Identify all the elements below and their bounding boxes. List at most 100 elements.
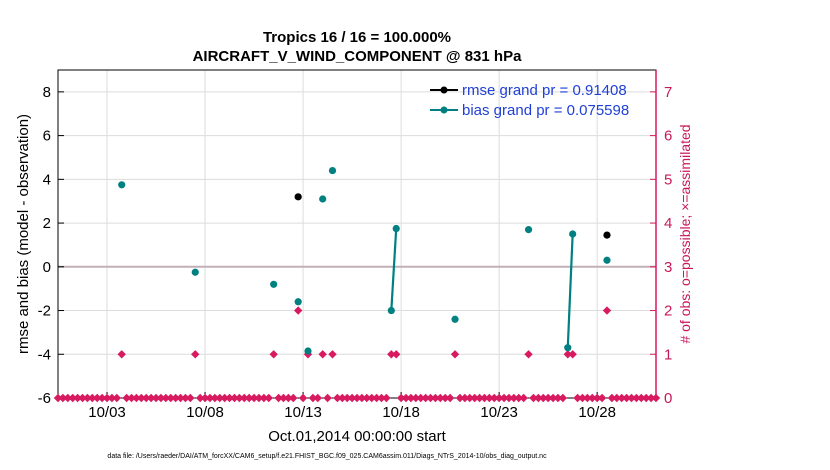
obs-count-marker [117, 350, 126, 359]
obs-count-marker [156, 393, 166, 403]
y-tick-label: -6 [38, 390, 51, 407]
y2-tick-label: 6 [664, 128, 672, 145]
x-tick-label: 10/18 [382, 404, 420, 421]
obs-count-marker [573, 393, 582, 403]
obs-count-marker [406, 393, 416, 403]
obs-count-marker [347, 393, 357, 403]
obs-count-marker [338, 393, 347, 403]
y-tick-label: -2 [38, 303, 51, 320]
obs-count-marker [396, 393, 406, 403]
y-tick-label: 6 [43, 128, 51, 145]
x-tick-label: 10/28 [578, 404, 616, 421]
bias-point [191, 268, 199, 276]
obs-count-marker [377, 393, 386, 403]
obs-count-marker [450, 350, 460, 359]
obs-count-marker [578, 393, 587, 403]
x-tick-label: 10/23 [480, 404, 518, 421]
obs-count-marker [132, 393, 141, 403]
legend: rmse grand pr = 0.91408 bias grand pr = … [430, 82, 629, 119]
obs-count-marker [455, 393, 465, 403]
obs-count-marker [627, 393, 636, 403]
bias-point [328, 166, 337, 175]
y2-tick-label: 0 [664, 390, 672, 407]
obs-count-marker [392, 350, 401, 359]
obs-count-marker [78, 393, 87, 403]
obs-count-marker [225, 393, 234, 403]
obs-count-markers [53, 306, 661, 403]
bias-point [451, 315, 459, 323]
legend-bias-label: bias grand pr = 0.075598 [462, 102, 629, 119]
obs-count-marker [244, 393, 254, 403]
obs-count-marker [509, 393, 519, 403]
bias-line-segment [390, 228, 398, 311]
obs-count-marker [254, 393, 264, 403]
obs-count-marker [176, 393, 185, 403]
obs-count-marker [514, 393, 523, 403]
obs-count-marker [632, 393, 641, 403]
footer-data-file: data file: /Users/raeder/DAI/ATM_forcXX/… [107, 453, 547, 460]
obs-count-marker [107, 393, 117, 403]
obs-count-marker [382, 393, 391, 403]
obs-count-marker [553, 393, 563, 403]
y2-axis-label: # of obs: o=possible; ×=assimilated [677, 124, 693, 343]
y-tick-label: 8 [43, 84, 51, 101]
obs-count-marker [622, 393, 631, 403]
axis-ticks: 10/03 10/08 10/13 10/18 10/23 10/28 8 6 4 2 0 -2 -4 -… [38, 70, 672, 421]
obs-count-marker [342, 393, 352, 403]
obs-count-marker [431, 393, 440, 403]
obs-count-marker [411, 393, 421, 403]
obs-count-marker [200, 393, 210, 403]
x-axis-label: Oct.01,2014 00:00:00 start [268, 428, 446, 445]
obs-count-marker [298, 393, 308, 403]
obs-count-marker [499, 393, 509, 403]
obs-count-marker [441, 393, 450, 403]
obs-count-marker [646, 393, 656, 403]
obs-count-marker [137, 393, 146, 403]
bias-point [569, 230, 577, 238]
obs-count-marker [470, 393, 479, 403]
obs-count-marker [372, 393, 381, 403]
x-tick-label: 10/13 [284, 404, 322, 421]
obs-count-marker [235, 393, 244, 403]
bias-point [270, 280, 278, 288]
obs-count-marker [387, 350, 396, 359]
rmse-point [294, 193, 302, 201]
obs-count-marker [259, 393, 269, 403]
obs-count-marker [475, 393, 484, 403]
obs-count-marker [494, 393, 504, 403]
bias-point [392, 224, 400, 233]
y-tick-label: 2 [43, 215, 51, 232]
obs-count-marker [490, 393, 499, 403]
obs-count-marker [122, 393, 131, 403]
obs-count-marker [617, 393, 626, 403]
obs-count-marker [333, 393, 342, 403]
chart-title: Tropics 16 / 16 = 100.000% [263, 29, 451, 46]
obs-count-marker [289, 393, 298, 403]
obs-count-marker [142, 393, 151, 403]
y2-tick-label: 3 [664, 259, 672, 276]
obs-count-marker [543, 393, 553, 403]
obs-count-marker [293, 306, 303, 315]
obs-count-marker [534, 393, 543, 403]
bias-point [294, 298, 302, 306]
obs-count-marker [127, 393, 136, 403]
obs-count-marker [524, 350, 533, 359]
bias-point [603, 256, 611, 264]
bias-point [387, 306, 395, 315]
obs-count-marker [195, 393, 205, 403]
series-lines [118, 166, 611, 355]
obs-count-marker [548, 393, 558, 403]
obs-count-marker [73, 393, 82, 403]
y-axis-label: rmse and bias (model - observation) [15, 114, 32, 354]
obs-count-marker [171, 393, 180, 403]
obs-count-marker [485, 393, 494, 403]
y-tick-label: 4 [43, 171, 51, 188]
obs-count-marker [249, 393, 259, 403]
obs-count-marker [93, 393, 102, 403]
obs-count-marker [460, 393, 470, 403]
obs-count-marker [97, 393, 107, 403]
obs-count-marker [416, 393, 425, 403]
bias-point [564, 344, 572, 352]
obs-count-marker [328, 350, 337, 359]
